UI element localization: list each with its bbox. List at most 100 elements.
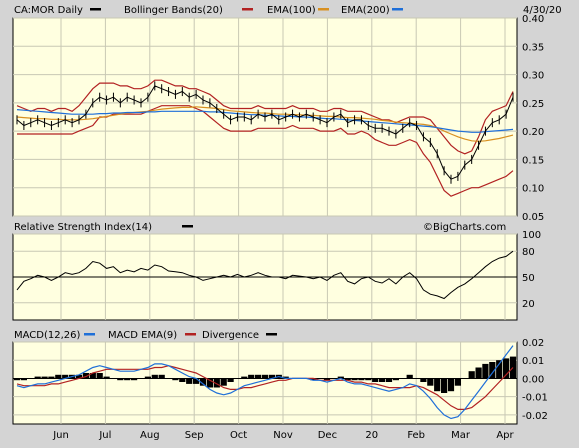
divergence-bar bbox=[358, 378, 365, 381]
divergence-bar bbox=[468, 371, 475, 379]
divergence-legend-swatch bbox=[266, 333, 277, 336]
divergence-bar bbox=[144, 376, 151, 379]
x-tick-label: Jun bbox=[52, 430, 69, 441]
date-label: 4/30/20 bbox=[523, 5, 562, 16]
divergence-bar bbox=[117, 378, 124, 381]
divergence-bar bbox=[344, 378, 351, 381]
divergence-bar bbox=[248, 374, 255, 379]
y-tick-label: -0.02 bbox=[522, 411, 548, 422]
macd-ema-label: MACD EMA(9) bbox=[108, 330, 177, 341]
macd-label: MACD(12,26) bbox=[14, 330, 81, 341]
divergence-bar bbox=[475, 367, 482, 379]
y-tick-label: 0.00 bbox=[522, 374, 544, 385]
divergence-bar bbox=[351, 378, 358, 381]
y-tick-label: 0.05 bbox=[522, 212, 544, 223]
ema200-legend-swatch bbox=[392, 8, 403, 11]
divergence-bar bbox=[310, 378, 317, 381]
divergence-bar bbox=[186, 378, 193, 384]
bollinger-label: Bollinger Bands(20) bbox=[124, 5, 223, 16]
x-tick-label: Jul bbox=[98, 430, 111, 441]
y-tick-label: 0.10 bbox=[522, 184, 544, 195]
ema200-label: EMA(200) bbox=[341, 5, 390, 16]
x-tick-label: 20 bbox=[365, 430, 378, 441]
divergence-bar bbox=[441, 378, 448, 393]
divergence-bar bbox=[34, 376, 41, 379]
watermark: ©BigCharts.com bbox=[423, 222, 506, 233]
divergence-bar bbox=[75, 374, 83, 379]
rsi-line bbox=[16, 250, 514, 300]
divergence-bar bbox=[89, 373, 96, 379]
divergence-bar bbox=[151, 374, 158, 379]
divergence-label: Divergence bbox=[202, 330, 259, 341]
y-tick-label: 0.30 bbox=[522, 71, 544, 82]
divergence-bar bbox=[124, 378, 131, 381]
price-y-axis: 0.40 0.35 0.30 0.25 0.20 0.15 0.10 0.05 bbox=[522, 14, 544, 223]
y-tick-label: 0.40 bbox=[522, 14, 544, 25]
divergence-bar bbox=[323, 378, 331, 381]
y-tick-label: 0.20 bbox=[522, 127, 544, 138]
divergence-bar bbox=[282, 376, 289, 379]
divergence-bar bbox=[365, 378, 372, 381]
divergence-bar bbox=[131, 378, 138, 381]
divergence-bar bbox=[503, 358, 510, 379]
divergence-bar bbox=[206, 378, 213, 388]
y-tick-label: 0.15 bbox=[522, 155, 544, 166]
x-tick-label: Oct bbox=[230, 430, 247, 441]
divergence-bar bbox=[199, 378, 207, 386]
price-legend-swatch bbox=[90, 8, 101, 11]
y-tick-label: 100 bbox=[522, 230, 541, 241]
divergence-bar bbox=[220, 378, 227, 386]
divergence-bar bbox=[379, 378, 386, 382]
divergence-bar bbox=[13, 378, 21, 381]
macd-series bbox=[16, 345, 514, 420]
divergence-bar bbox=[20, 378, 27, 381]
y-tick-label: 80 bbox=[522, 247, 535, 258]
x-tick-label: Aug bbox=[140, 430, 160, 441]
divergence-bar bbox=[489, 362, 496, 379]
rsi-y-axis: 100 80 50 20 bbox=[522, 230, 541, 310]
divergence-bar bbox=[255, 374, 262, 379]
rsi-series bbox=[16, 250, 514, 300]
y-tick-label: -0.01 bbox=[522, 393, 548, 404]
divergence-bar bbox=[496, 360, 503, 379]
divergence-bar bbox=[482, 363, 489, 379]
divergence-bar bbox=[179, 378, 186, 382]
divergence-bar bbox=[241, 376, 248, 379]
bollinger-upper-line bbox=[16, 79, 514, 155]
x-tick-label: Mar bbox=[451, 430, 471, 441]
y-tick-label: 0.35 bbox=[522, 42, 544, 53]
divergence-bar bbox=[420, 378, 427, 382]
macd-y-axis: 0.02 0.01 0.00 -0.01 -0.02 bbox=[522, 338, 548, 422]
divergence-bar bbox=[158, 374, 165, 379]
x-tick-label: Feb bbox=[407, 430, 425, 441]
x-tick-label: Apr bbox=[496, 430, 514, 441]
divergence-bar bbox=[172, 378, 179, 381]
divergence-bar bbox=[268, 374, 275, 379]
y-tick-label: 0.25 bbox=[522, 99, 544, 110]
macd-ema-legend-swatch bbox=[185, 333, 196, 336]
divergence-bar bbox=[55, 374, 62, 379]
divergence-bar bbox=[337, 376, 344, 379]
symbol-label: CA:MOR Daily bbox=[14, 5, 83, 16]
divergence-bar bbox=[406, 374, 413, 379]
x-axis: Jun Jul Aug Sep Oct Nov Dec 20 Feb Mar Apr bbox=[52, 430, 514, 441]
x-tick-label: Nov bbox=[273, 430, 293, 441]
divergence-bar bbox=[454, 378, 461, 386]
divergence-bar bbox=[261, 374, 269, 379]
y-tick-label: 0.02 bbox=[522, 338, 544, 349]
macd-divergence-bars bbox=[13, 356, 517, 393]
divergence-bar bbox=[385, 378, 393, 382]
y-tick-label: 20 bbox=[522, 299, 535, 310]
price-series bbox=[16, 79, 514, 197]
macd-ema-line bbox=[16, 365, 514, 410]
rsi-label: Relative Strength Index(14) bbox=[14, 222, 152, 233]
divergence-bar bbox=[434, 378, 441, 392]
divergence-bar bbox=[372, 378, 379, 382]
divergence-bar bbox=[193, 378, 200, 384]
divergence-bar bbox=[62, 374, 69, 379]
divergence-bar bbox=[427, 378, 434, 386]
macd-line bbox=[16, 345, 514, 420]
rsi-legend-swatch bbox=[182, 225, 193, 228]
